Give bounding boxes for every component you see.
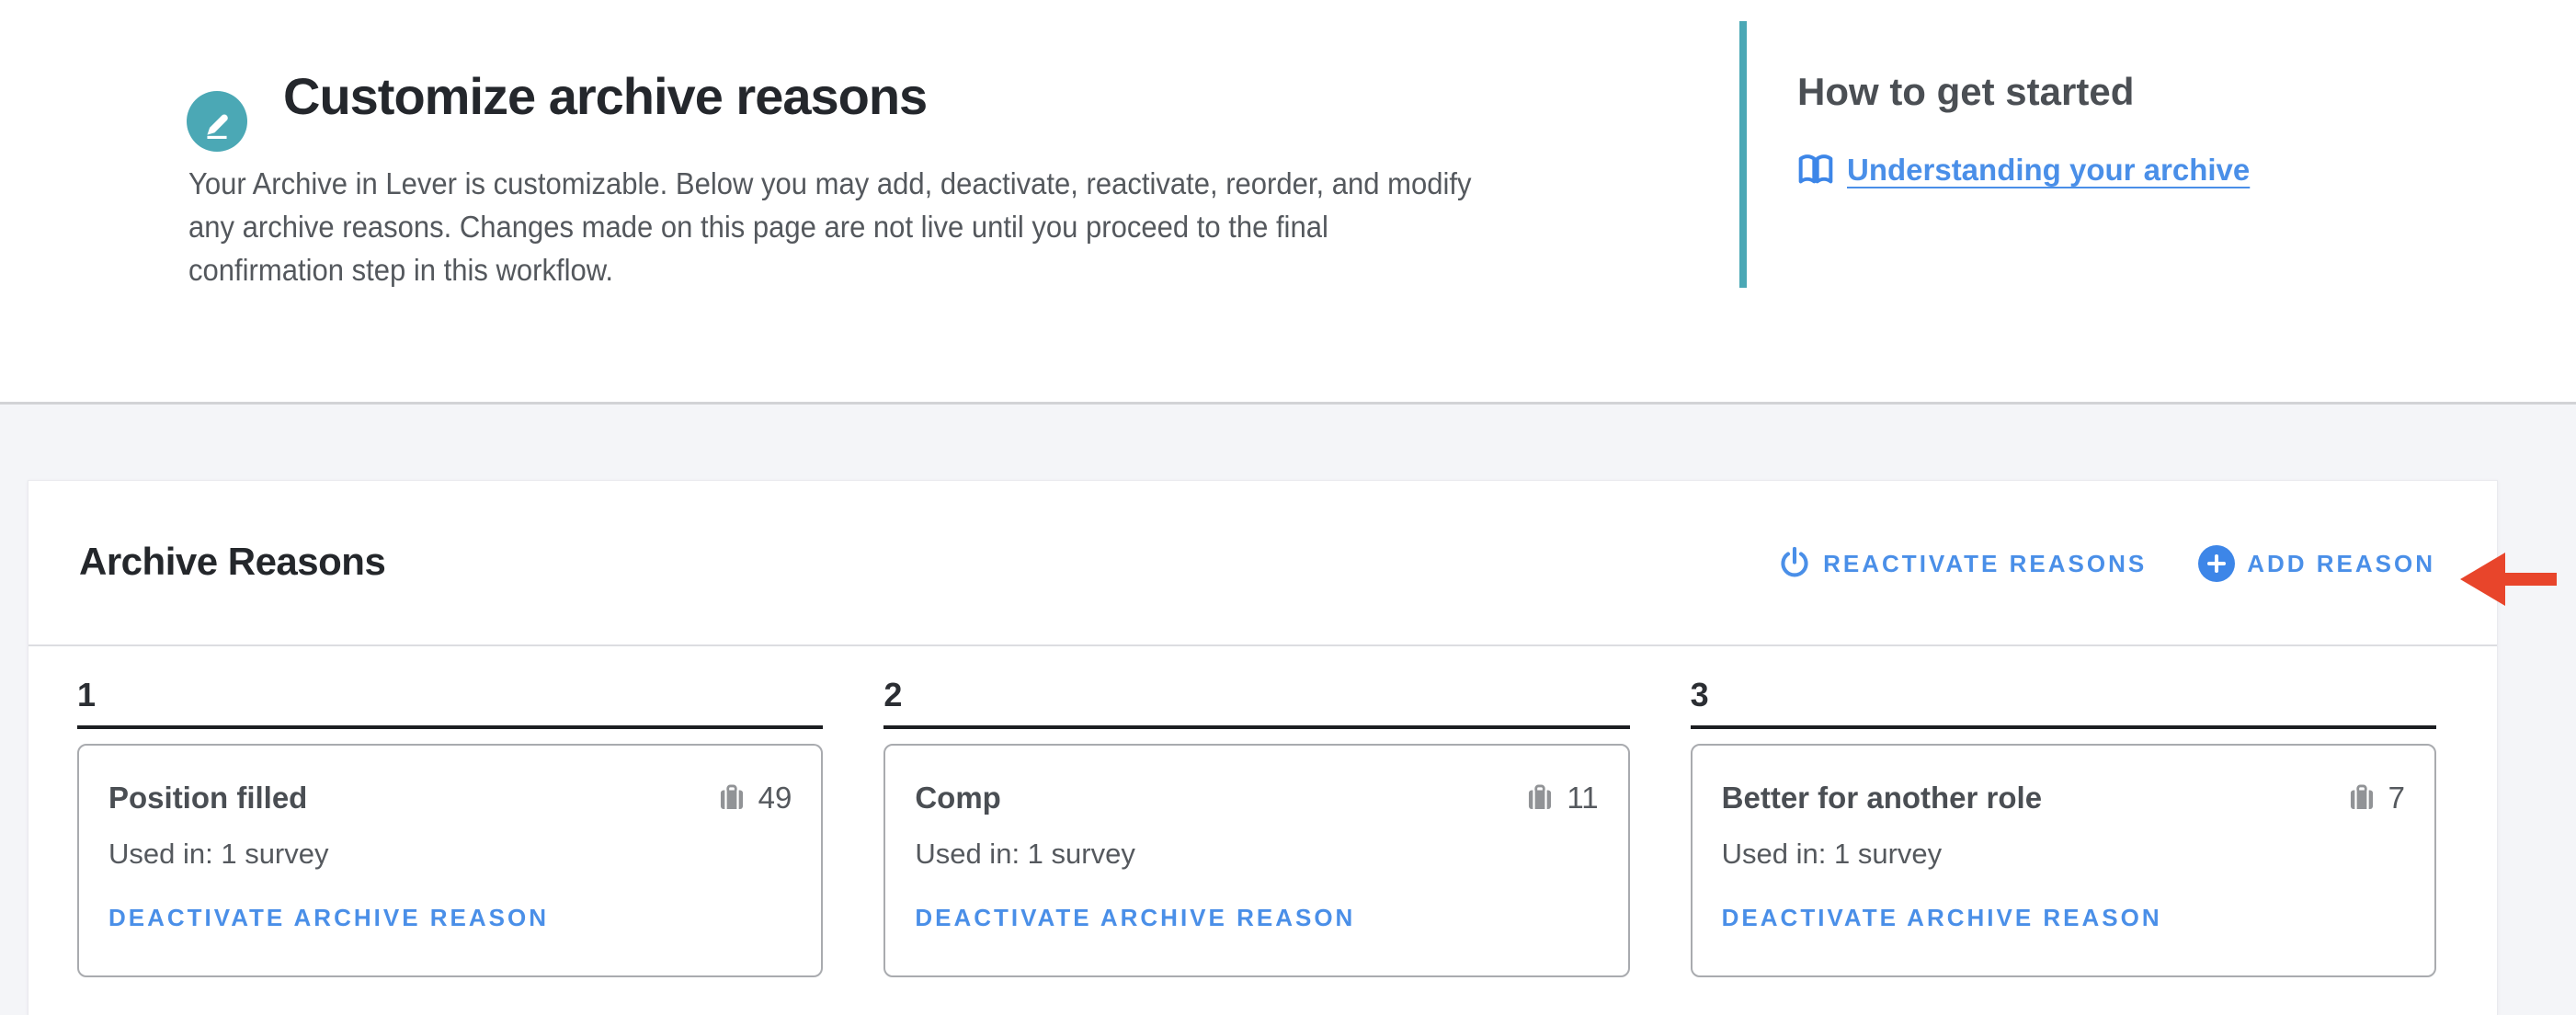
reason-position: 3 <box>1690 676 1709 713</box>
reason-name: Position filled <box>108 781 308 815</box>
reason-name: Better for another role <box>1721 781 2043 815</box>
column-rule <box>77 725 824 729</box>
help-link-row[interactable]: Understanding your archive <box>1797 153 2250 188</box>
panel-actions: REACTIVATE REASONS ADD REASON <box>1778 481 2435 646</box>
page-title: Customize archive reasons <box>283 67 928 125</box>
deactivate-archive-reason-link[interactable]: DEACTIVATE ARCHIVE REASON <box>915 904 1356 931</box>
reason-position: 2 <box>883 676 903 713</box>
briefcase-icon <box>2346 782 2377 814</box>
edit-pencil-icon <box>187 91 247 152</box>
reason-count-value: 11 <box>1567 781 1599 815</box>
reason-name: Comp <box>915 781 1001 815</box>
deactivate-archive-reason-link[interactable]: DEACTIVATE ARCHIVE REASON <box>1721 904 2162 931</box>
deactivate-archive-reason-link[interactable]: DEACTIVATE ARCHIVE REASON <box>108 904 549 931</box>
red-arrow-shaft <box>2503 573 2557 586</box>
briefcase-icon <box>1524 782 1556 814</box>
add-reason-label: ADD REASON <box>2247 549 2435 577</box>
column-rule <box>1690 725 2436 729</box>
archive-reasons-panel: Archive Reasons REACTIVATE REASONS <box>28 480 2498 1015</box>
reactivate-reasons-label: REACTIVATE REASONS <box>1823 549 2148 577</box>
reason-card-position-filled[interactable]: Position filled <box>77 744 824 977</box>
reason-count-value: 7 <box>2388 781 2405 815</box>
reason-columns: 1 Position filled <box>77 676 2436 977</box>
panel-header: Archive Reasons REACTIVATE REASONS <box>28 481 2497 646</box>
panel-title: Archive Reasons <box>79 540 386 583</box>
section-divider <box>0 402 2576 405</box>
page-header: Customize archive reasons Your Archive i… <box>0 0 2576 402</box>
open-book-icon <box>1797 154 1834 186</box>
reason-usage: Used in: 1 survey <box>915 838 1135 870</box>
reason-column-2: 2 Comp <box>883 676 1630 977</box>
plus-circle-icon <box>2198 545 2236 582</box>
teal-divider-bar <box>1739 21 1747 288</box>
briefcase-icon <box>716 782 747 814</box>
page-description: Your Archive in Lever is customizable. B… <box>188 166 1472 287</box>
column-rule <box>883 725 1630 729</box>
archive-reasons-section: Archive Reasons REACTIVATE REASONS <box>0 405 2576 1015</box>
help-title: How to get started <box>1797 70 2135 113</box>
reason-count: 49 <box>716 781 792 815</box>
reason-column-1: 1 Position filled <box>77 676 824 977</box>
reason-position: 1 <box>77 676 97 713</box>
add-reason-button[interactable]: ADD REASON <box>2198 545 2435 582</box>
reason-column-3: 3 Better for another role <box>1690 676 2436 977</box>
reason-card-better-for-another-role[interactable]: Better for another role <box>1690 744 2436 977</box>
reason-count: 7 <box>2346 781 2405 815</box>
reason-count-value: 49 <box>758 781 792 815</box>
understanding-archive-link[interactable]: Understanding your archive <box>1847 153 2251 187</box>
reason-card-comp[interactable]: Comp 11 <box>883 744 1630 977</box>
power-icon <box>1778 546 1811 581</box>
reason-usage: Used in: 1 survey <box>1721 838 1943 870</box>
reactivate-reasons-button[interactable]: REACTIVATE REASONS <box>1778 546 2147 581</box>
help-sidebar: How to get started Understanding your ar… <box>1797 70 2250 188</box>
reason-count: 11 <box>1524 781 1599 815</box>
reason-usage: Used in: 1 survey <box>108 838 329 870</box>
